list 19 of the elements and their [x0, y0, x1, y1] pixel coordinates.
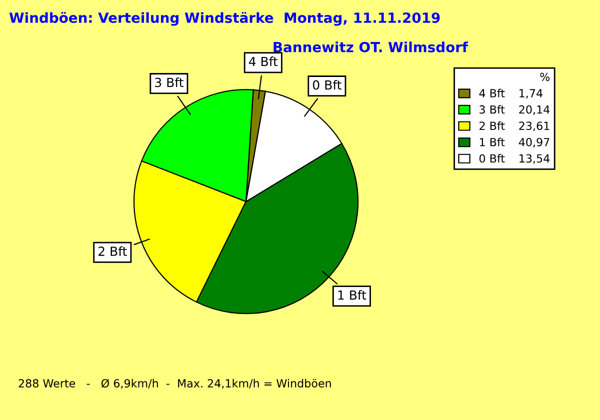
chart-subtitle: Bannewitz OT. Wilmsdorf: [274, 42, 468, 52]
data-label: 1,74: [520, 89, 542, 99]
legend-label: 4 Bft: [479, 88, 505, 98]
slice-label: 0 Bft: [312, 80, 342, 90]
legend-title: %: [540, 72, 550, 82]
data-label: 13,54: [520, 154, 550, 164]
legend-label: 0 Bft: [479, 154, 505, 163]
data-label: 20,14: [519, 105, 550, 115]
chart-title: Windböen: Verteilung Windstärke Montag, 11.11.2019: [9, 12, 440, 26]
legend-label: 2 Bft: [480, 121, 505, 130]
legend-label: 3 Bft: [480, 105, 505, 114]
slice-label: 3 Bft: [155, 77, 184, 88]
legend-label: 1 Bft: [480, 138, 505, 146]
slice-label: 2 Bft: [98, 246, 127, 256]
slice-label: 4 Bft: [248, 56, 278, 66]
data-label: 23,61: [519, 122, 550, 132]
data-label: 40,97: [518, 138, 550, 148]
slice-label: 1 Bft: [338, 290, 366, 300]
text: 288 Werte - Ø 6,9km/h - Max. 24,1km/h = Windböen: [18, 378, 331, 389]
